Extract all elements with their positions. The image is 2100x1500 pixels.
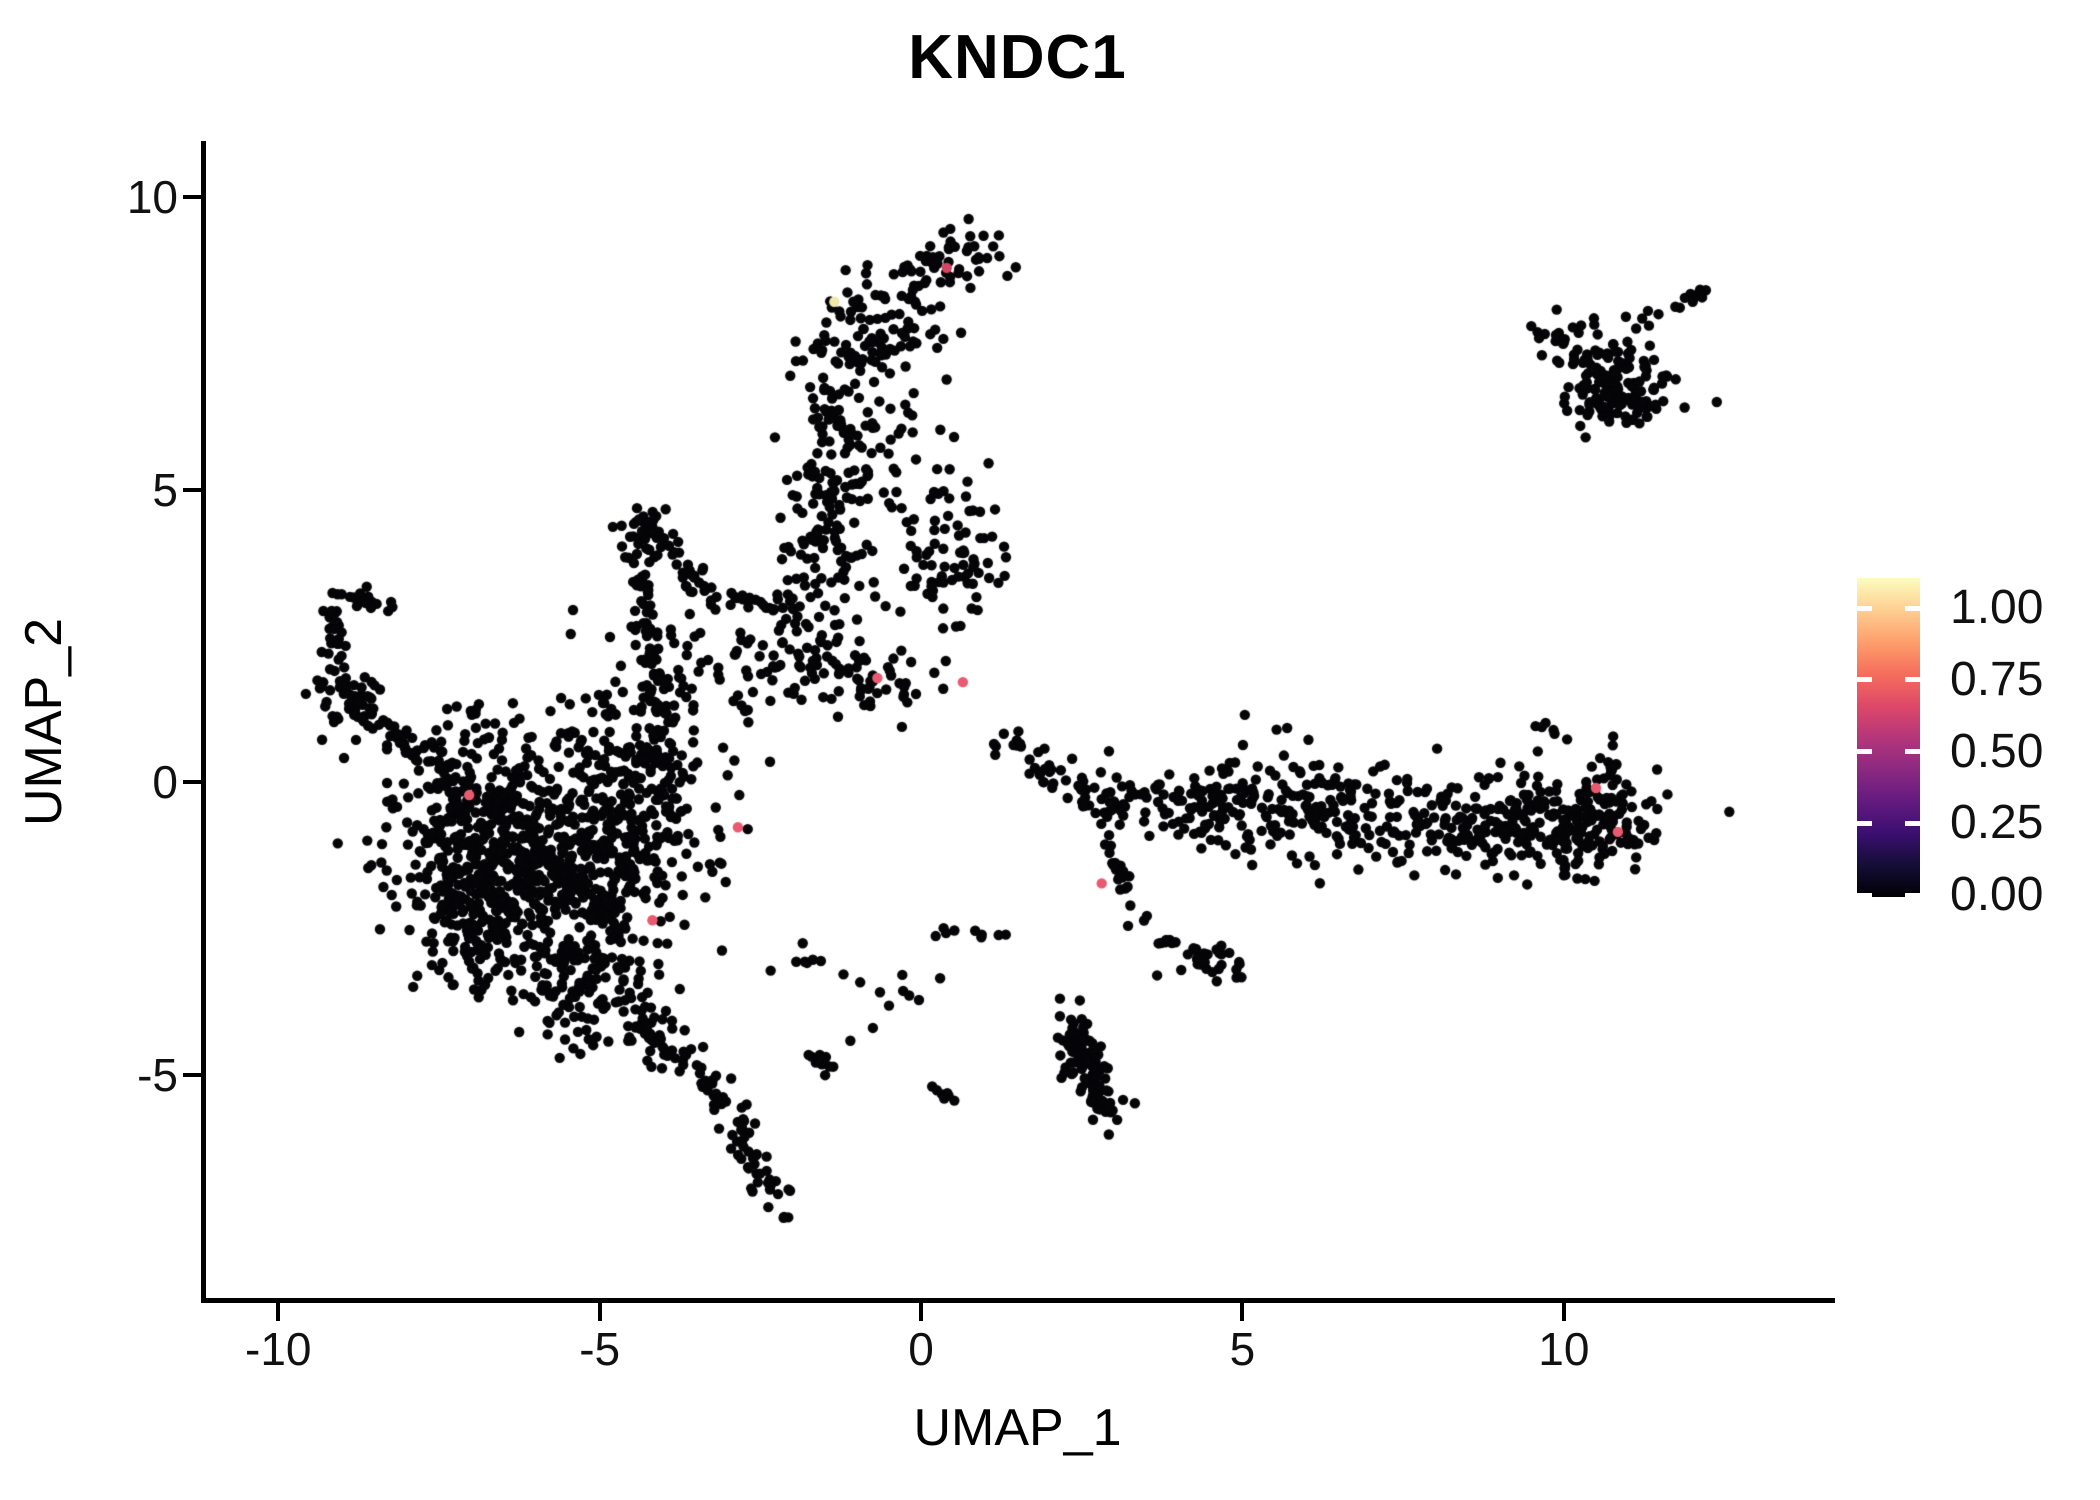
x-tick-mark: [597, 1303, 602, 1321]
y-tick-label: 0: [152, 756, 178, 809]
x-tick-mark: [1240, 1303, 1245, 1321]
colorbar-tick-notch: [1905, 749, 1920, 754]
y-tick-mark: [183, 195, 201, 200]
colorbar-tick-label: 0.25: [1950, 796, 2044, 850]
colorbar-tick-label: 0.00: [1950, 868, 2044, 921]
x-tick-mark: [1561, 1303, 1566, 1321]
colorbar-tick-notch: [1905, 892, 1920, 898]
y-tick-label: -5: [137, 1048, 178, 1101]
colorbar-tick-notch: [1857, 605, 1872, 611]
x-tick-mark: [276, 1303, 281, 1321]
x-tick-label: -10: [245, 1323, 312, 1375]
y-tick-mark: [183, 487, 201, 492]
colorbar-tick-label: 0.50: [1950, 724, 2044, 778]
y-tick-label: 10: [126, 171, 178, 224]
x-tick-label: -5: [579, 1323, 621, 1375]
y-tick-label: 5: [152, 463, 178, 516]
colorbar-tick-notch: [1857, 749, 1872, 754]
x-axis-line: [201, 1298, 1835, 1303]
colorbar-tick-notch: [1905, 677, 1920, 683]
y-axis-line: [201, 141, 206, 1303]
colorbar-tick-notch: [1857, 820, 1872, 826]
colorbar-tick-label: 1.00: [1950, 581, 2044, 634]
colorbar-tick-notch: [1905, 605, 1920, 611]
y-tick-mark: [183, 1072, 201, 1077]
y-tick-mark: [183, 780, 201, 785]
x-tick-label: 5: [1229, 1323, 1256, 1375]
umap-scatter-canvas: [205, 145, 1830, 1300]
x-tick-label: 10: [1538, 1323, 1590, 1375]
colorbar-tick-notch: [1857, 677, 1872, 683]
x-axis-title: UMAP_1: [913, 1399, 1122, 1457]
colorbar-gradient: [1857, 578, 1920, 897]
colorbar-tick-label: 0.75: [1950, 652, 2044, 706]
x-tick-mark: [919, 1303, 924, 1321]
plot-title: KNDC1: [908, 23, 1127, 92]
x-tick-label: 0: [908, 1323, 934, 1375]
colorbar-tick-notch: [1905, 820, 1920, 826]
colorbar-tick-notch: [1857, 892, 1872, 898]
y-axis-title: UMAP_2: [15, 617, 73, 827]
